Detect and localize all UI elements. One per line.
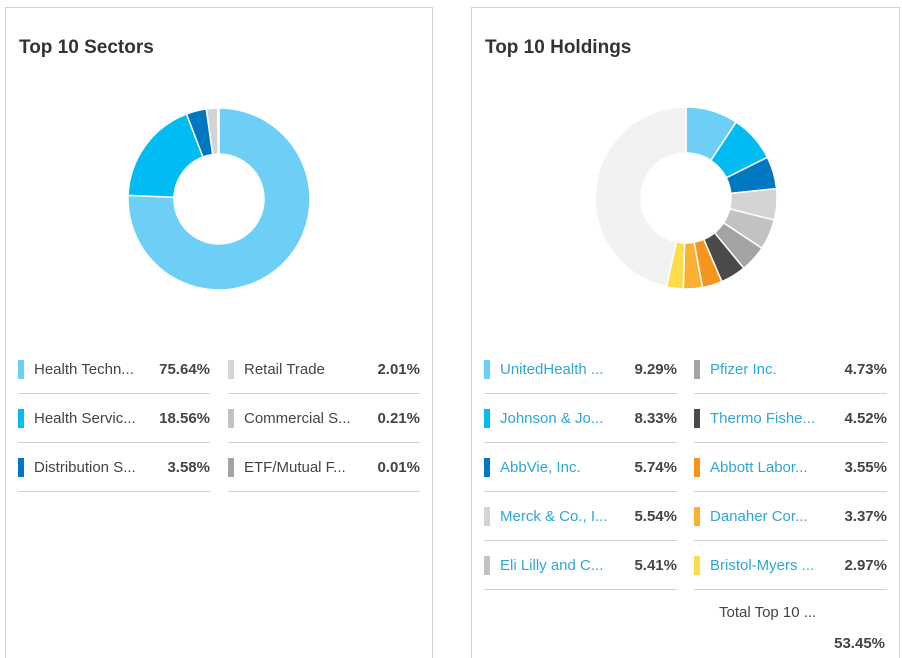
sectors-legend-value: 75.64% — [159, 361, 210, 378]
holdings-legend-item[interactable]: Abbott Labor... 3.55% — [694, 443, 887, 492]
holdings-legend-value: 3.37% — [844, 508, 887, 525]
sectors-legend-label: Health Techn... — [34, 361, 134, 378]
holdings-legend-item[interactable]: Merck & Co., I... 5.54% — [484, 492, 677, 541]
holdings-legend-swatch — [694, 556, 700, 575]
top-holdings-panel: Top 10 Holdings UnitedHealth ... 9.29% Joh… — [471, 7, 900, 658]
sectors-legend-value: 2.01% — [377, 361, 420, 378]
sectors-donut-slice[interactable] — [127, 107, 311, 291]
sectors-legend-label: Retail Trade — [244, 361, 325, 378]
holdings-legend-swatch — [694, 458, 700, 477]
holdings-legend-swatch — [694, 360, 700, 379]
holdings-legend-item[interactable]: UnitedHealth ... 9.29% — [484, 345, 677, 394]
sectors-legend-label: ETF/Mutual F... — [244, 459, 346, 476]
holdings-legend-swatch — [484, 556, 490, 575]
sectors-legend-item: Retail Trade 2.01% — [228, 345, 420, 394]
sectors-legend-item: Health Techn... 75.64% — [18, 345, 210, 394]
holdings-legend-label[interactable]: Thermo Fishe... — [710, 410, 816, 427]
sectors-legend-swatch — [18, 409, 24, 428]
sectors-legend-swatch — [18, 360, 24, 379]
sectors-legend-item: Health Servic... 18.56% — [18, 394, 210, 443]
holdings-legend-item[interactable]: AbbVie, Inc. 5.74% — [484, 443, 677, 492]
sectors-legend-label: Commercial S... — [244, 410, 351, 427]
sectors-legend-swatch — [228, 409, 234, 428]
sectors-donut-chart — [127, 107, 311, 291]
total-top10-value: 53.45% — [834, 635, 885, 652]
holdings-legend-swatch — [484, 360, 490, 379]
holdings-legend-item[interactable]: Eli Lilly and C... 5.41% — [484, 541, 677, 590]
holdings-legend-label[interactable]: Merck & Co., I... — [500, 508, 608, 525]
holdings-donut-remainder[interactable] — [594, 106, 687, 288]
holdings-legend-value: 5.74% — [634, 459, 677, 476]
sectors-title: Top 10 Sectors — [19, 37, 154, 58]
holdings-legend-value: 5.54% — [634, 508, 677, 525]
sectors-legend-value: 18.56% — [159, 410, 210, 427]
holdings-legend-value: 3.55% — [844, 459, 887, 476]
sectors-legend-item: Commercial S... 0.21% — [228, 394, 420, 443]
holdings-legend-swatch — [694, 507, 700, 526]
top-sectors-panel: Top 10 Sectors Health Techn... 75.64% Heal… — [5, 7, 433, 658]
holdings-legend-swatch — [484, 409, 490, 428]
sectors-legend-value: 0.21% — [377, 410, 420, 427]
holdings-legend-label[interactable]: UnitedHealth ... — [500, 361, 604, 378]
holdings-legend-item[interactable]: Danaher Cor... 3.37% — [694, 492, 887, 541]
sectors-legend-label: Health Servic... — [34, 410, 136, 427]
holdings-legend-swatch — [484, 458, 490, 477]
holdings-legend-item[interactable]: Johnson & Jo... 8.33% — [484, 394, 677, 443]
holdings-legend-value: 9.29% — [634, 361, 677, 378]
sectors-legend-swatch — [18, 458, 24, 477]
sectors-legend-item: Distribution S... 3.58% — [18, 443, 210, 492]
sectors-legend-swatch — [228, 360, 234, 379]
holdings-legend-value: 8.33% — [634, 410, 677, 427]
holdings-legend-label[interactable]: Danaher Cor... — [710, 508, 808, 525]
holdings-legend-value: 5.41% — [634, 557, 677, 574]
holdings-legend-label[interactable]: Johnson & Jo... — [500, 410, 604, 427]
holdings-legend-value: 4.52% — [844, 410, 887, 427]
holdings-legend-value: 4.73% — [844, 361, 887, 378]
total-top10-label: Total Top 10 ... — [719, 604, 817, 621]
sectors-legend-label: Distribution S... — [34, 459, 136, 476]
holdings-legend-swatch — [694, 409, 700, 428]
holdings-donut-chart — [594, 106, 778, 290]
holdings-legend-label[interactable]: AbbVie, Inc. — [500, 459, 581, 476]
holdings-legend-label[interactable]: Abbott Labor... — [710, 459, 808, 476]
holdings-legend-item[interactable]: Pfizer Inc. 4.73% — [694, 345, 887, 394]
holdings-legend-swatch — [484, 507, 490, 526]
holdings-legend-label[interactable]: Bristol-Myers ... — [710, 557, 815, 574]
sectors-legend-swatch — [228, 458, 234, 477]
holdings-legend-label[interactable]: Pfizer Inc. — [710, 361, 777, 378]
sectors-legend-value: 3.58% — [167, 459, 210, 476]
sectors-legend-item: ETF/Mutual F... 0.01% — [228, 443, 420, 492]
holdings-legend-item[interactable]: Bristol-Myers ... 2.97% — [694, 541, 887, 590]
holdings-title: Top 10 Holdings — [485, 37, 632, 58]
sectors-legend-value: 0.01% — [377, 459, 420, 476]
holdings-legend-item[interactable]: Thermo Fishe... 4.52% — [694, 394, 887, 443]
holdings-legend-value: 2.97% — [844, 557, 887, 574]
holdings-legend-label[interactable]: Eli Lilly and C... — [500, 557, 604, 574]
